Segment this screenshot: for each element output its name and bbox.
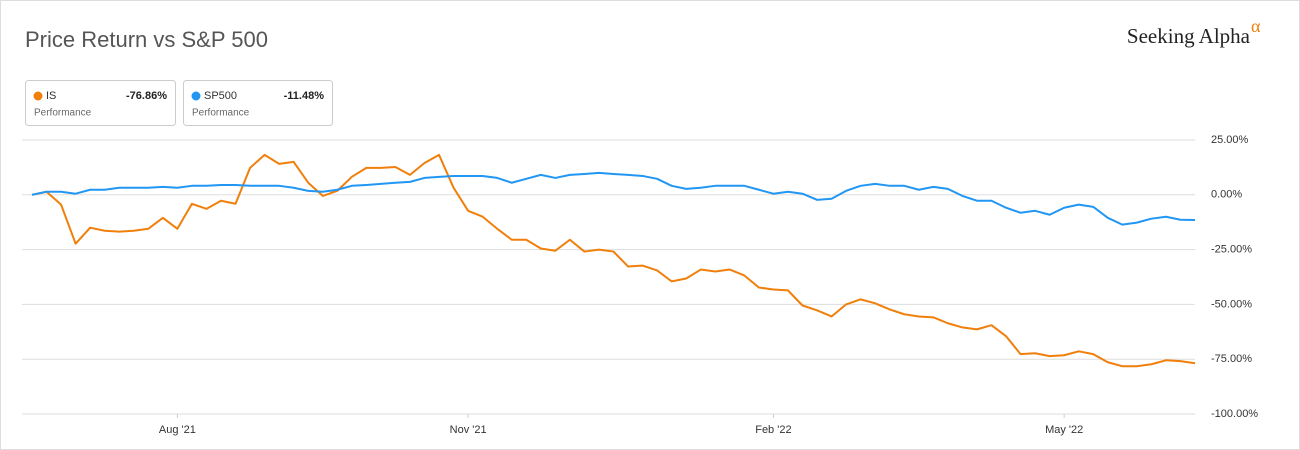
y-tick-label: -75.00% <box>1211 353 1252 365</box>
y-tick-label: 0.00% <box>1211 189 1242 201</box>
legend-name: SP500 <box>204 90 237 102</box>
legend-caption: Performance <box>34 108 92 119</box>
legend-swatch <box>33 91 43 101</box>
legend-swatch <box>191 91 201 101</box>
x-tick-label: Aug '21 <box>159 424 196 436</box>
logo: Seeking Alpha <box>1127 24 1251 48</box>
legend-box <box>183 80 333 126</box>
legend-box <box>25 80 176 126</box>
legend-value: -76.86% <box>126 90 167 102</box>
logo-mark: α <box>1251 16 1261 36</box>
x-tick-label: May '22 <box>1045 424 1083 436</box>
x-tick-label: Nov '21 <box>450 424 487 436</box>
legend-value: -11.48% <box>284 90 325 102</box>
legend-name: IS <box>46 90 56 102</box>
series-line <box>31 171 1196 226</box>
y-tick-label: 25.00% <box>1211 134 1249 146</box>
y-tick-label: -100.00% <box>1211 408 1258 420</box>
chart-title: Price Return vs S&P 500 <box>25 27 268 52</box>
x-tick-label: Feb '22 <box>755 424 791 436</box>
y-tick-label: -25.00% <box>1211 244 1252 256</box>
series-line <box>31 153 1196 368</box>
y-tick-label: -50.00% <box>1211 298 1252 310</box>
legend-caption: Performance <box>192 108 250 119</box>
